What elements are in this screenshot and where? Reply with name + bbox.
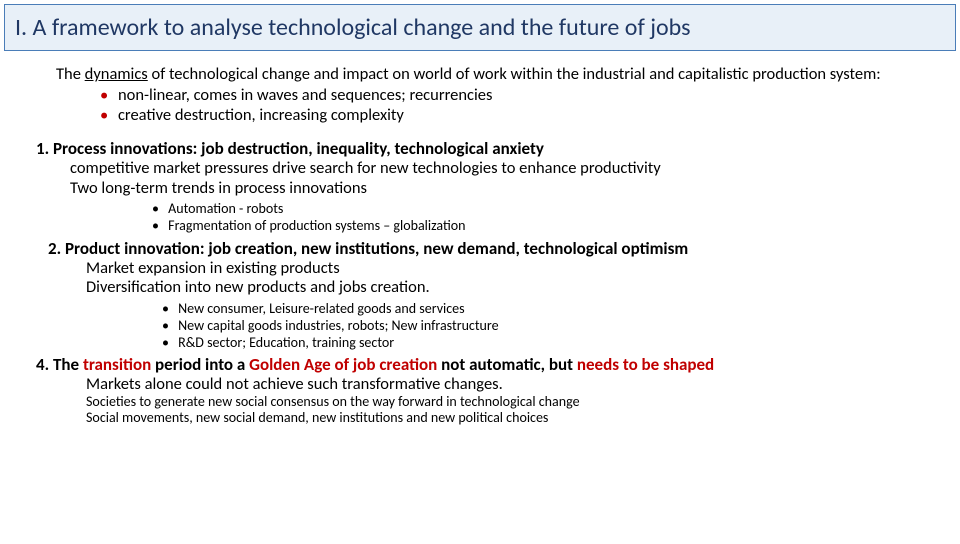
section-1-sub: Two long-term trends in process innovati… [56, 179, 942, 198]
h4-text: 4. The [36, 354, 83, 375]
section-2-sub: Diversification into new products and jo… [56, 278, 942, 297]
intro-paragraph: The dynamics of technological change and… [56, 65, 942, 84]
intro-underlined: dynamics [85, 64, 148, 84]
section-2-heading: 2. Product innovation: job creation, new… [48, 239, 942, 259]
list-item: Fragmentation of production systems – gl… [152, 217, 942, 234]
section-4-sub-small: Social movements, new social demand, new… [56, 410, 942, 426]
section-4-heading: 4. The transition period into a Golden A… [36, 355, 942, 375]
section-1-sub: competitive market pressures drive searc… [56, 159, 942, 178]
section-2-bullet-list: New consumer, Leisure-related goods and … [56, 300, 942, 351]
section-1-heading: 1. Process innovations: job destruction,… [36, 139, 942, 159]
slide-title: I. A framework to analyse technological … [15, 13, 945, 42]
list-item: New consumer, Leisure-related goods and … [162, 300, 942, 317]
h4-red: Golden Age of job creation [249, 354, 437, 375]
list-item: R&D sector; Education, training sector [162, 334, 942, 351]
slide-title-bar: I. A framework to analyse technological … [4, 4, 956, 51]
list-item: non-linear, comes in waves and sequences… [100, 86, 942, 105]
h4-text: period into a [151, 354, 249, 375]
intro-bullet-list: non-linear, comes in waves and sequences… [56, 86, 942, 125]
section-4-sub: Markets alone could not achieve such tra… [56, 375, 942, 394]
list-item: Automation - robots [152, 200, 942, 217]
intro-text-2: of technological change and impact on wo… [148, 64, 881, 84]
intro-text-1: The [56, 64, 85, 84]
list-item: creative destruction, increasing complex… [100, 106, 942, 125]
list-item: New capital goods industries, robots; Ne… [162, 317, 942, 334]
slide-body: The dynamics of technological change and… [0, 51, 960, 434]
section-4-sub-small: Societies to generate new social consens… [56, 394, 942, 410]
h4-text: not automatic, but [437, 354, 577, 375]
section-1-bullet-list: Automation - robots Fragmentation of pro… [56, 200, 942, 234]
h4-red: needs to be shaped [577, 354, 714, 375]
section-2-sub: Market expansion in existing products [56, 259, 942, 278]
h4-red: transition [83, 354, 151, 375]
